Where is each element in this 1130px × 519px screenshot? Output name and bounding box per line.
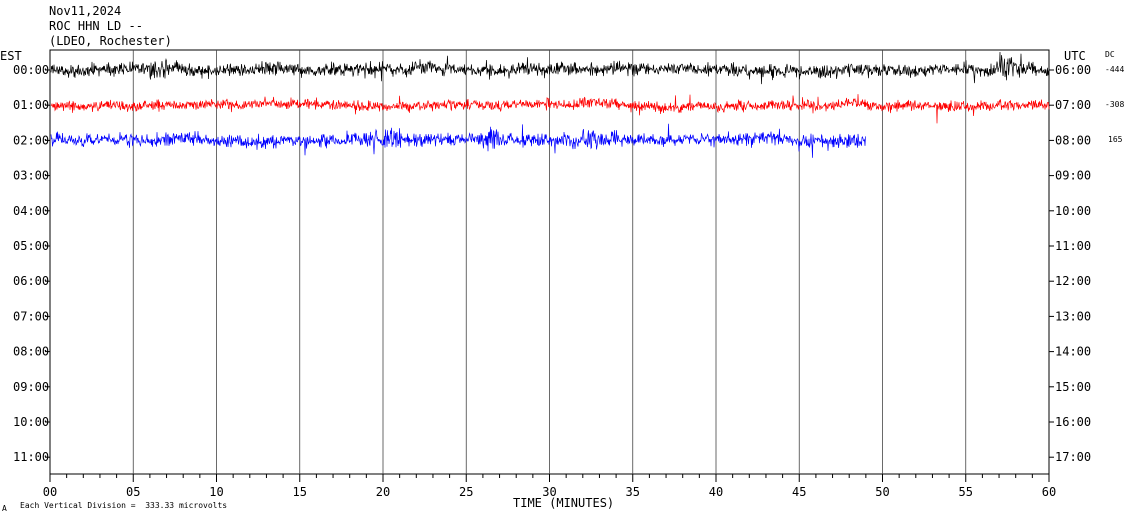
est-tick-label: 00:00 [13,63,49,77]
station-label: ROC HHN LD -- [49,19,143,33]
utc-tick-label: 12:00 [1055,274,1091,288]
utc-tick-label: 16:00 [1055,415,1091,429]
est-tick-label: 03:00 [13,169,49,183]
x-tick-label: 60 [1042,485,1056,499]
utc-tick-label: 08:00 [1055,133,1091,147]
x-tick-label: 55 [959,485,973,499]
utc-tick-label: 10:00 [1055,204,1091,218]
est-tick-label: 05:00 [13,239,49,253]
seismic-trace-0 [50,51,1050,85]
x-tick-label: 40 [709,485,723,499]
x-tick-label: 00 [43,485,57,499]
est-tick-label: 01:00 [13,98,49,112]
dc-offset-1: -308 [1105,100,1125,109]
x-tick-label: 20 [376,485,390,499]
dc-label: DC [1105,50,1115,59]
est-axis-label: EST [0,49,22,63]
x-tick-label: 25 [459,485,473,499]
x-tick-label: 30 [542,485,556,499]
utc-axis-label: UTC [1064,49,1086,63]
est-tick-label: 07:00 [13,309,49,323]
network-label: (LDEO, Rochester) [49,34,172,48]
x-tick-label: 45 [792,485,806,499]
est-tick-label: 06:00 [13,274,49,288]
utc-tick-label: 07:00 [1055,98,1091,112]
dc-offset-0: -444 [1105,65,1125,74]
dc-offset-2: 165 [1108,135,1123,144]
utc-tick-label: 15:00 [1055,380,1091,394]
x-axis-title: TIME (MINUTES) [513,496,615,510]
seismic-trace-1 [50,94,1050,124]
est-tick-label: 04:00 [13,204,49,218]
utc-tick-label: 09:00 [1055,169,1091,183]
x-tick-label: 50 [875,485,889,499]
utc-tick-label: 17:00 [1055,450,1091,464]
seismic-trace-2 [50,123,866,158]
utc-tick-label: 14:00 [1055,345,1091,359]
utc-tick-label: 06:00 [1055,63,1091,77]
est-tick-label: 08:00 [13,345,49,359]
date-label: Nov11,2024 [49,4,122,18]
x-tick-label: 15 [293,485,307,499]
est-tick-label: 09:00 [13,380,49,394]
corner-mark: A [2,504,7,513]
division-note: Each Vertical Division = 333.33 microvol… [20,501,228,510]
x-tick-label: 10 [209,485,223,499]
x-tick-label: 35 [626,485,640,499]
utc-tick-label: 11:00 [1055,239,1091,253]
utc-tick-label: 13:00 [1055,309,1091,323]
est-tick-label: 11:00 [13,450,49,464]
x-tick-label: 05 [126,485,140,499]
est-tick-label: 02:00 [13,133,49,147]
est-tick-label: 10:00 [13,415,49,429]
